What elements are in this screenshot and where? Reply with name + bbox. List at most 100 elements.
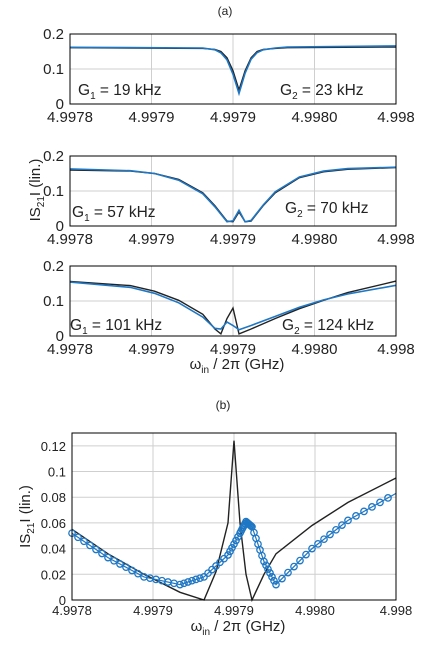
- annotation-g2: G2 = 70 kHz: [285, 200, 369, 220]
- x-tick-label: 4.9980: [292, 231, 338, 248]
- y-tick-label: 0: [59, 593, 66, 608]
- x-tick-label: 4.9979: [129, 231, 175, 248]
- panel-label-b: (b): [216, 398, 231, 412]
- axes-frame-1: [69, 33, 397, 105]
- data-point: [308, 544, 316, 553]
- x-tick-label: 4.9978: [47, 231, 93, 248]
- x-tick-label: 4.9979: [214, 603, 254, 618]
- data-point: [122, 563, 130, 572]
- data-point: [302, 550, 310, 559]
- y-tick-label: 0.02: [41, 567, 66, 582]
- data-point: [228, 543, 236, 552]
- data-point: [128, 566, 136, 575]
- annotation-g1: G1 = 101 kHz: [70, 317, 162, 337]
- data-point: [134, 569, 142, 578]
- data-point: [184, 578, 192, 586]
- series-measured-1: [69, 45, 397, 97]
- x-tick-label: 4.9980: [295, 603, 335, 618]
- panel-label-a: (a): [218, 4, 233, 18]
- data-point: [116, 560, 124, 568]
- y-axis-label: IS21I (lin.): [27, 159, 47, 222]
- x-tick-label: 4.9979: [133, 603, 173, 618]
- y-tick-label: 0: [56, 218, 64, 235]
- data-point: [196, 574, 204, 583]
- x-tick-label: 4.9979: [129, 341, 175, 358]
- annotation-g2: G2 = 124 kHz: [282, 317, 374, 337]
- x-tick-label: 4.9978: [47, 109, 93, 126]
- data-point: [284, 568, 292, 577]
- y-tick-label: 0: [56, 328, 64, 345]
- data-point: [260, 557, 268, 566]
- axes-frame-2: [69, 155, 397, 227]
- data-point: [352, 512, 360, 520]
- x-tick-label: 4.9979: [210, 109, 256, 126]
- data-point: [314, 540, 322, 548]
- x-tick-label: 4.998: [377, 231, 415, 248]
- annotation-g2: G2 = 23 kHz: [280, 82, 364, 102]
- y-tick-label: 0.08: [41, 490, 66, 505]
- y-tick-label: 0.2: [43, 26, 64, 43]
- data-point: [266, 569, 274, 577]
- plot-4: 4.9978 4.9979 4.9979 4.9980 4.99800.020.040.…: [17, 432, 413, 638]
- data-point: [188, 576, 196, 585]
- data-point: [180, 579, 188, 588]
- series-measured-4: [71, 492, 397, 586]
- y-tick-label: 0.2: [43, 258, 64, 275]
- data-point: [80, 537, 88, 546]
- series-measured-3: [69, 281, 397, 331]
- data-point: [86, 541, 94, 550]
- data-point: [326, 530, 334, 539]
- y-tick-label: 0.12: [41, 439, 66, 454]
- data-point: [344, 516, 352, 525]
- y-tick-label: 0.1: [48, 465, 66, 480]
- data-point: [268, 573, 276, 581]
- data-point: [192, 575, 200, 584]
- x-axis-label: ωin / 2π (GHz): [190, 356, 285, 376]
- data-point: [110, 556, 118, 565]
- data-point: [320, 535, 328, 544]
- x-tick-label: 4.9980: [292, 109, 338, 126]
- x-tick-label: 4.998: [380, 603, 413, 618]
- data-point: [98, 549, 106, 558]
- data-point: [290, 562, 298, 571]
- data-point: [74, 533, 82, 542]
- data-point: [264, 565, 272, 574]
- data-point: [296, 556, 304, 565]
- axes-frame-4: [71, 432, 397, 601]
- data-point: [272, 580, 280, 589]
- data-point: [92, 545, 100, 554]
- y-tick-label: 0: [56, 96, 64, 113]
- data-point: [332, 525, 340, 534]
- data-point: [338, 521, 346, 529]
- series-theory-3: [69, 280, 397, 336]
- annotation-g1: G1 = 19 kHz: [78, 82, 162, 102]
- data-point: [270, 576, 278, 585]
- data-point: [278, 574, 286, 583]
- axes-frame-3: [69, 265, 397, 337]
- x-tick-label: 4.9978: [52, 603, 92, 618]
- x-tick-label: 4.998: [377, 341, 415, 358]
- x-axis-label: ωin / 2π (GHz): [191, 618, 286, 638]
- series-measured-2: [69, 166, 397, 223]
- data-point: [104, 553, 112, 562]
- y-tick-label: 0.06: [41, 516, 66, 531]
- data-point: [247, 522, 255, 530]
- y-tick-label: 0.1: [43, 183, 64, 200]
- data-point: [360, 507, 368, 516]
- y-tick-label: 0.04: [41, 542, 66, 557]
- y-tick-label: 0.1: [43, 293, 64, 310]
- x-tick-label: 4.9980: [292, 341, 338, 358]
- data-point: [246, 521, 254, 529]
- y-tick-label: 0.2: [43, 148, 64, 165]
- annotation-g1: G1 = 57 kHz: [72, 204, 156, 224]
- y-axis-label: IS21I (lin.): [17, 485, 37, 548]
- data-point: [176, 580, 184, 589]
- x-tick-label: 4.9978: [47, 341, 93, 358]
- x-tick-label: 4.9979: [129, 109, 175, 126]
- data-point: [376, 498, 384, 507]
